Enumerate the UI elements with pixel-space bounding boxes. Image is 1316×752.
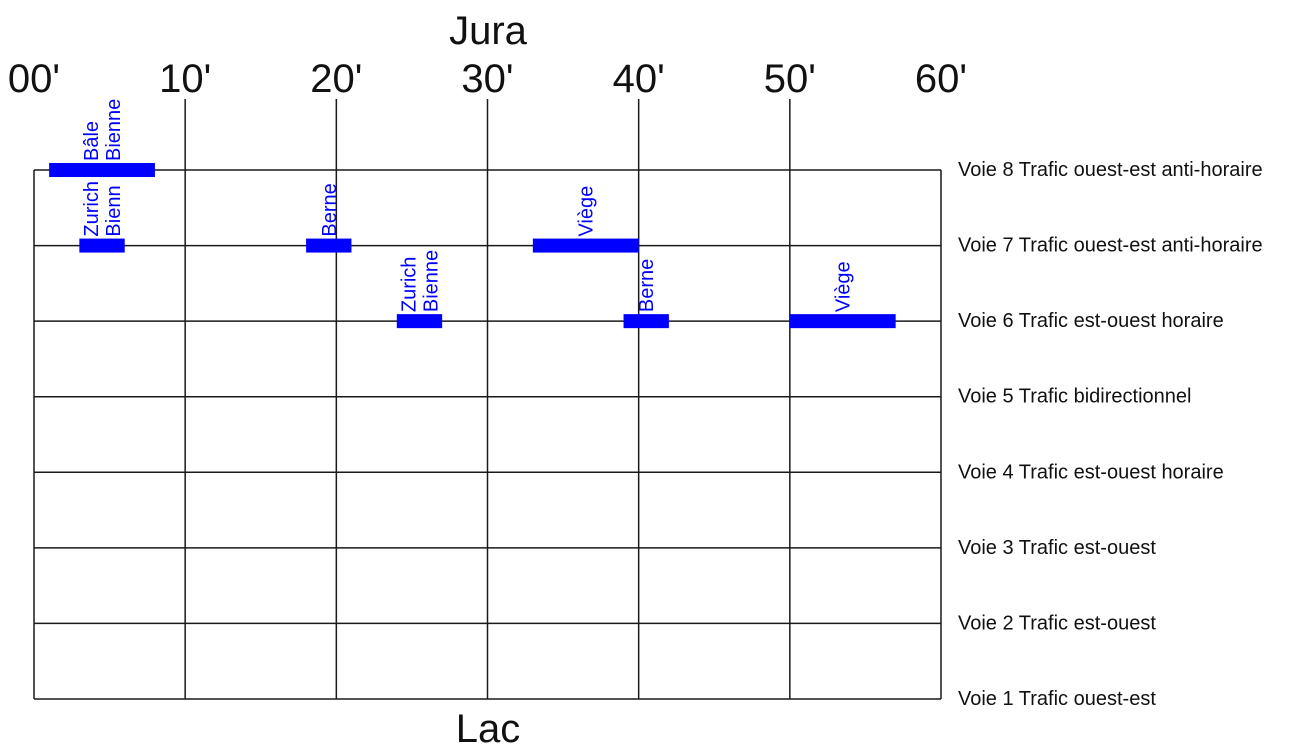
occupation-bar bbox=[623, 314, 669, 329]
minute-tick-label: 60' bbox=[915, 57, 967, 101]
minute-tick-label: 10' bbox=[159, 57, 211, 101]
minute-tick-label: 00' bbox=[8, 57, 60, 101]
occupation-label: Bienn bbox=[103, 185, 125, 236]
occupation-label: Viège bbox=[833, 261, 855, 312]
occupation-label: Zurich bbox=[398, 257, 420, 313]
minute-tick-label: 50' bbox=[764, 57, 816, 101]
bottom-side-label: Lac bbox=[456, 707, 521, 747]
occupation-label: Bienne bbox=[420, 250, 442, 312]
track-label-6: Voie 6 Trafic est-ouest horaire bbox=[958, 310, 1224, 332]
minute-tick-label: 30' bbox=[461, 57, 513, 101]
track-label-7: Voie 7 Trafic ouest-est anti-horaire bbox=[958, 235, 1263, 257]
occupation-bar bbox=[49, 163, 155, 177]
occupation-label: Bâle bbox=[81, 121, 103, 161]
occupation-bar bbox=[532, 238, 639, 253]
minute-tick-label: 40' bbox=[613, 57, 665, 101]
occupation-label: Zurich bbox=[81, 181, 103, 237]
occupation-bar bbox=[396, 314, 443, 329]
grid bbox=[33, 99, 942, 700]
top-side-label: Jura bbox=[449, 9, 528, 53]
track-label-4: Voie 4 Trafic est-ouest horaire bbox=[958, 461, 1224, 483]
track-label-8: Voie 8 Trafic ouest-est anti-horaire bbox=[958, 159, 1263, 181]
occupation-bar bbox=[789, 314, 896, 329]
occupation-label: Viège bbox=[576, 186, 598, 237]
minute-ticks: 00' 10' 20' 30' 40' 50' 60' bbox=[8, 57, 967, 101]
minute-tick-label: 20' bbox=[310, 57, 362, 101]
occupation-label: Bienne bbox=[103, 99, 125, 161]
track-label-2: Voie 2 Trafic est-ouest bbox=[958, 612, 1156, 634]
occupation-label: Berne bbox=[636, 259, 658, 312]
track-label-3: Voie 3 Trafic est-ouest bbox=[958, 537, 1156, 559]
occupation-bar bbox=[306, 238, 352, 253]
occupation-label: Berne bbox=[319, 183, 341, 236]
occupation-bar bbox=[79, 238, 125, 253]
track-label-5: Voie 5 Trafic bidirectionnel bbox=[958, 386, 1191, 408]
track-labels: Voie 8 Trafic ouest-est anti-horaire Voie… bbox=[958, 159, 1263, 710]
track-label-1: Voie 1 Trafic ouest-est bbox=[958, 688, 1156, 710]
